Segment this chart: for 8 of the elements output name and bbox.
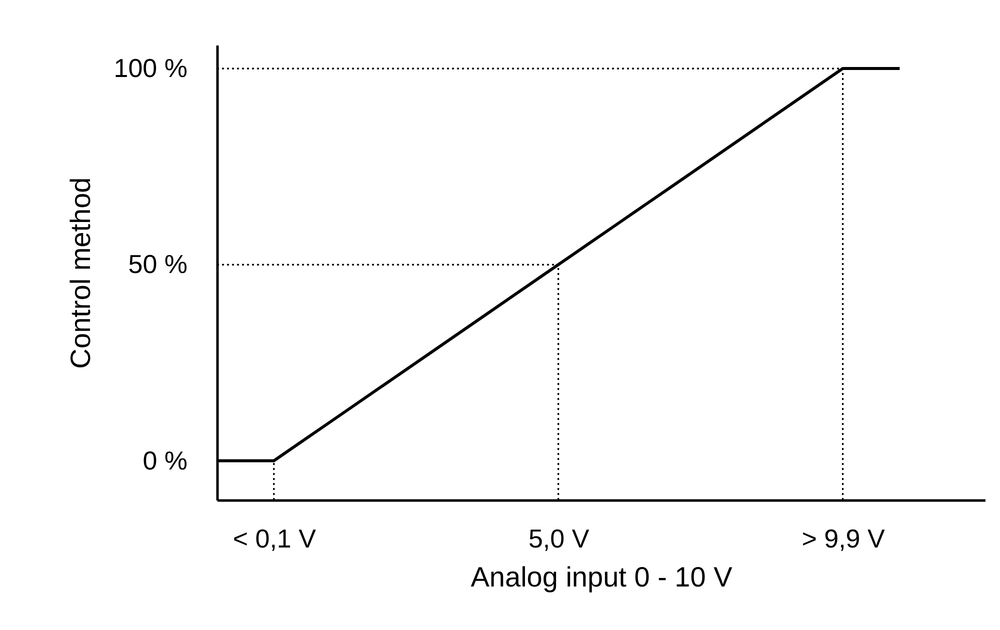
- x-tick-label: < 0,1 V: [232, 524, 317, 554]
- x-tick-label: > 9,9 V: [802, 524, 886, 554]
- y-tick-label: 0 %: [142, 445, 188, 476]
- x-axis-title: Analog input 0 - 10 V: [470, 562, 733, 592]
- y-tick-label: 50 %: [128, 249, 188, 280]
- y-axis-title: Control method: [64, 177, 96, 369]
- x-tick-label: 5,0 V: [528, 524, 590, 554]
- y-tick-label: 100 %: [114, 53, 188, 84]
